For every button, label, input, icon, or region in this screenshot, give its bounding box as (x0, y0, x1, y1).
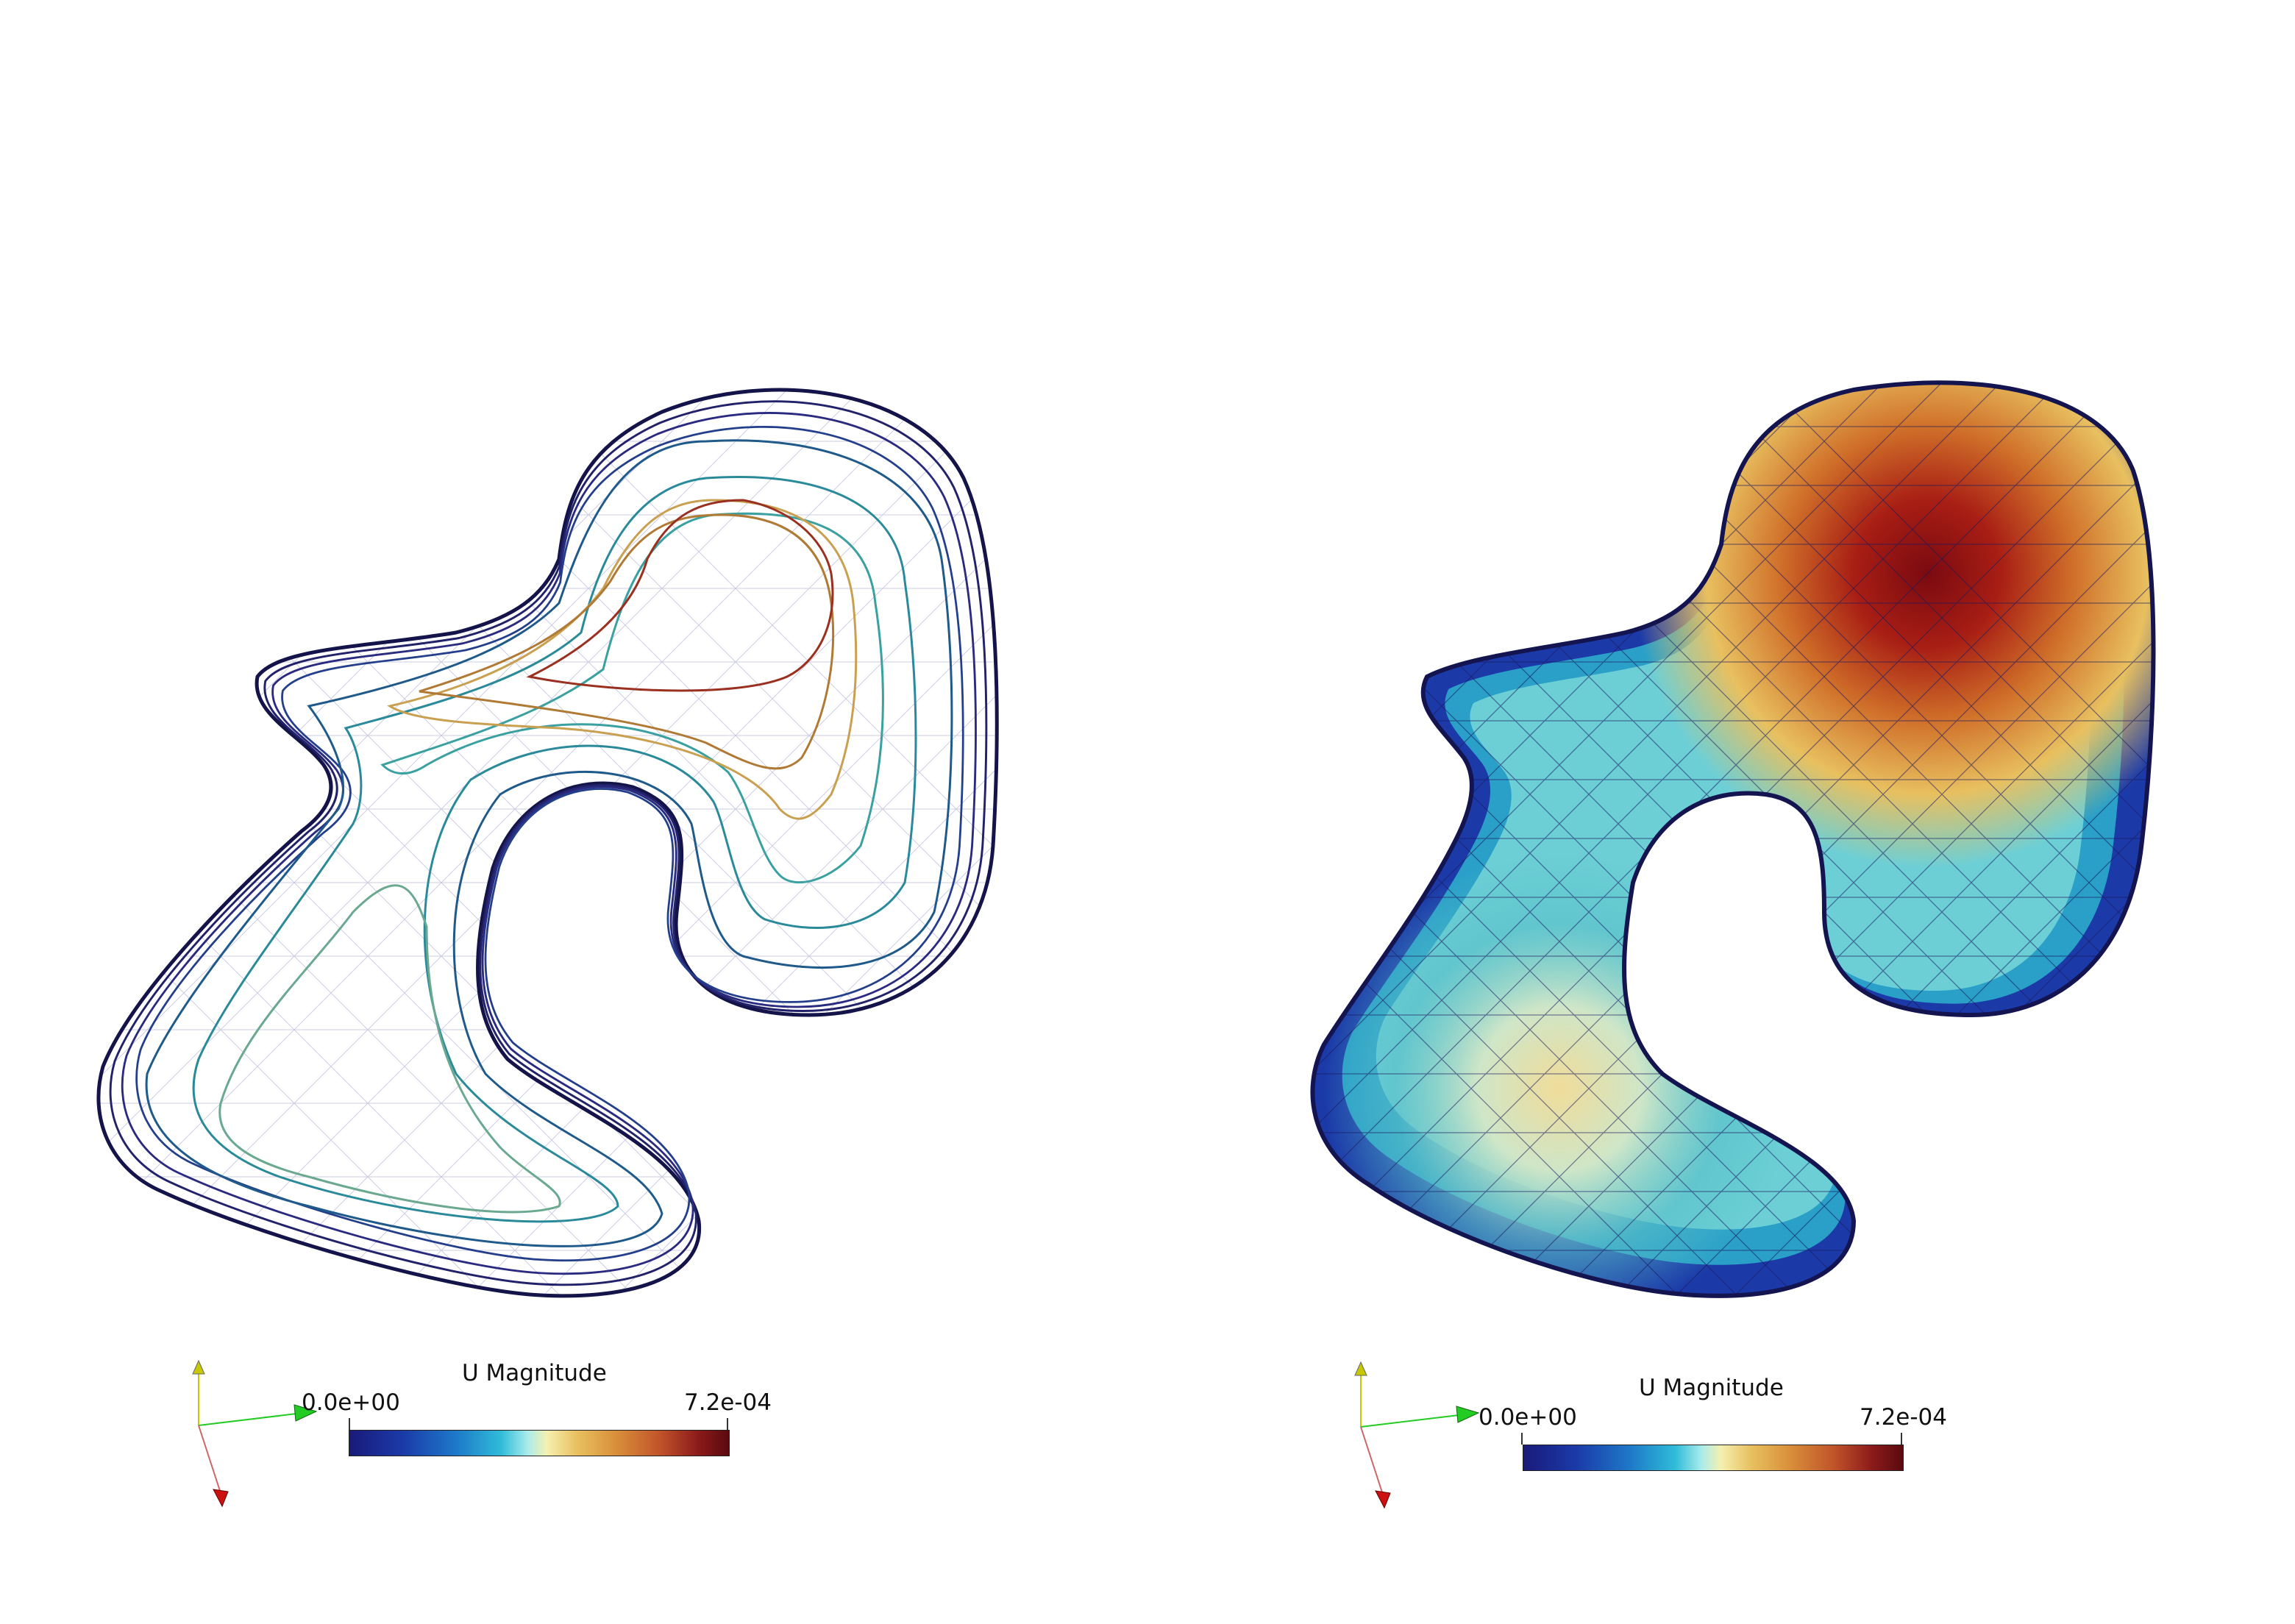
colorbar-min-tick (349, 1418, 350, 1430)
orientation-axes-triad[interactable] (1339, 1355, 1486, 1524)
colorbar-max-label: 7.2e-04 (1860, 1404, 1948, 1431)
orientation-axes-triad[interactable] (177, 1353, 324, 1522)
colorbar-max-tick (727, 1418, 728, 1430)
x-axis-line (198, 1411, 310, 1426)
x-axis-arrow-icon (293, 1404, 318, 1422)
colorbar-min-label: 0.0e+00 (1479, 1404, 1577, 1431)
colorbar-gradient (1523, 1445, 1904, 1471)
iso-contours (145, 439, 953, 1247)
contour-view-panel[interactable]: U Magnitude 0.0e+00 7.2e-04 (0, 0, 1148, 1624)
colorbar-min-tick (1521, 1433, 1523, 1445)
colorbar-title: U Magnitude (462, 1360, 607, 1386)
z-axis-line (198, 1425, 221, 1494)
surface-view-panel[interactable]: U Magnitude 0.0e+00 7.2e-04 (1148, 0, 2295, 1624)
colorbar-min-label: 0.0e+00 (302, 1389, 400, 1416)
surface-render (1148, 0, 2295, 1624)
z-axis-arrow-icon (1375, 1490, 1391, 1509)
colorbar-gradient (349, 1430, 730, 1456)
mesh-wireframe (98, 390, 997, 1296)
z-axis-arrow-icon (213, 1489, 229, 1508)
contour-render (0, 0, 1148, 1624)
colorbar-max-label: 7.2e-04 (684, 1389, 772, 1416)
z-axis-line (1360, 1426, 1384, 1495)
colorbar-max-tick (1901, 1433, 1902, 1445)
y-axis-arrow-icon (192, 1359, 205, 1375)
x-axis-line (1360, 1413, 1472, 1428)
y-axis-arrow-icon (1354, 1361, 1367, 1376)
x-axis-arrow-icon (1456, 1406, 1480, 1423)
colorbar-title: U Magnitude (1639, 1375, 1784, 1401)
